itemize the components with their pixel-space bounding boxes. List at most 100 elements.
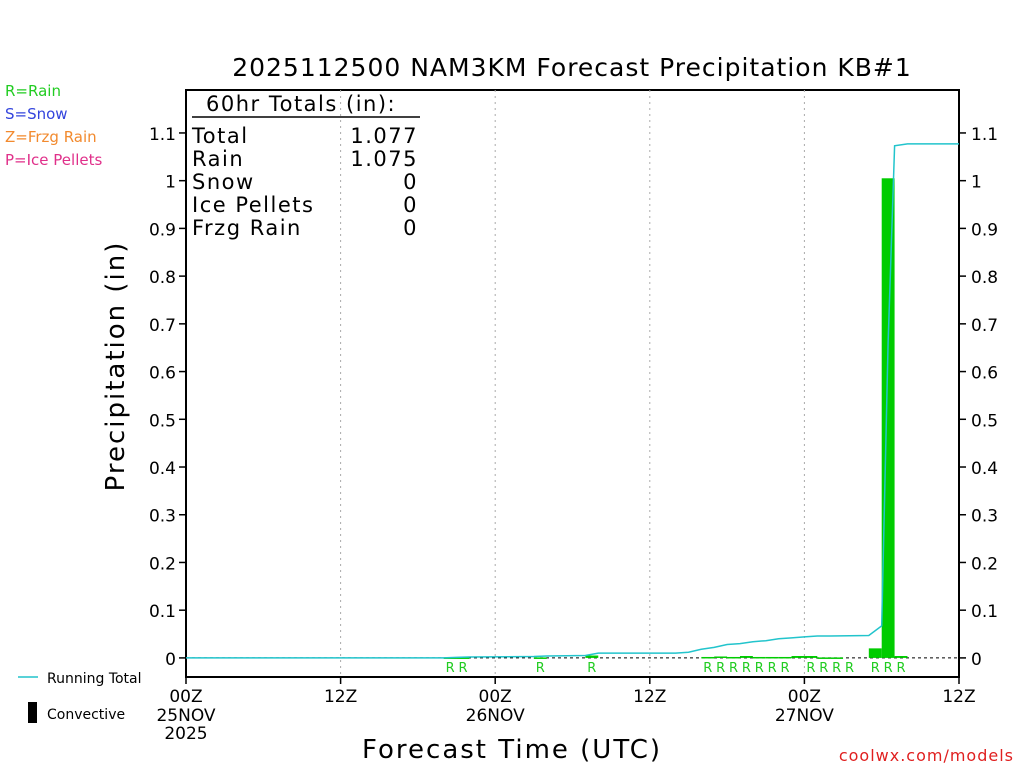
precip-bar (817, 657, 831, 659)
totals-heading: 60hr Totals (in): (206, 92, 396, 116)
precip-bar (739, 656, 753, 658)
x-tick-year: 2025 (164, 724, 207, 744)
totals-row-value: 1.075 (350, 147, 418, 171)
y-tick-label-left: 0.1 (149, 602, 176, 622)
precip-bar (830, 657, 844, 659)
precip-type-legend-item: S=Snow (5, 105, 68, 123)
totals-row-label: Snow (192, 170, 255, 194)
rain-marker: R (729, 661, 738, 676)
precip-bar (752, 656, 766, 659)
y-tick-label-right: 0.8 (971, 268, 998, 288)
rain-marker: R (716, 661, 725, 676)
rain-marker: R (587, 661, 596, 676)
y-tick-label-left: 0.5 (149, 411, 176, 431)
y-tick-label-right: 0.2 (971, 554, 998, 574)
x-tick-label: 00Z (169, 687, 202, 707)
convective-legend-label: Convective (47, 707, 125, 723)
rain-marker: R (832, 661, 841, 676)
rain-marker: R (755, 661, 764, 676)
y-tick-label-right: 0.7 (971, 316, 998, 336)
y-tick-label-left: 1 (165, 173, 176, 193)
precip-bar (778, 656, 792, 659)
precip-type-legend: R=Rain S=Snow Z=Frzg Rain P=Ice Pellets (5, 82, 102, 169)
precip-bar (894, 656, 908, 658)
rain-marker: R (446, 661, 455, 676)
x-tick-date: 25NOV (156, 706, 215, 726)
precip-bar (533, 657, 547, 659)
y-tick-label-left: 0.2 (149, 554, 176, 574)
y-axis-left: 0 0.1 0.2 0.3 0.4 0.5 0.6 0.7 0.8 0.9 1 1.1 (149, 125, 186, 670)
rain-marker: R (897, 661, 906, 676)
running-total-legend-label: Running Total (47, 671, 142, 687)
totals-row-value: 0 (403, 193, 418, 217)
bottom-legend: Running Total Convective (18, 671, 142, 723)
y-tick-label-left: 0.6 (149, 364, 176, 384)
precip-bar (765, 656, 779, 659)
totals-row-label: Frzg Rain (192, 216, 302, 240)
totals-row-label: Ice Pellets (192, 193, 314, 217)
y-axis-right: 0 0.1 0.2 0.3 0.4 0.5 0.6 0.7 0.8 0.9 1 1.1 (959, 125, 998, 670)
x-tick-label: 12Z (942, 687, 975, 707)
y-tick-label-left: 0.3 (149, 507, 176, 527)
rain-marker: R (871, 661, 880, 676)
totals-row-value: 0 (403, 216, 418, 240)
y-tick-label-right: 0.4 (971, 459, 998, 479)
x-tick-label: 12Z (633, 687, 666, 707)
y-tick-label-right: 0.1 (971, 602, 998, 622)
precip-bar (456, 657, 470, 659)
rain-marker: R (536, 661, 545, 676)
plot-frame (185, 89, 960, 678)
y-tick-label-right: 0.9 (971, 220, 998, 240)
gridlines (340, 90, 805, 677)
rain-marker: R (781, 661, 790, 676)
y-tick-label-right: 1 (971, 173, 982, 193)
x-tick-label: 12Z (324, 687, 357, 707)
rain-marker: R (742, 661, 751, 676)
y-tick-label-left: 0.8 (149, 268, 176, 288)
convective-legend-swatch (28, 702, 37, 723)
rain-marker: R (845, 661, 854, 676)
rain-marker: R (806, 661, 815, 676)
x-tick-label: 00Z (479, 687, 512, 707)
x-axis-title: Forecast Time (UTC) (362, 735, 662, 765)
x-tick-date: 26NOV (466, 706, 525, 726)
precip-type-legend-item: R=Rain (5, 82, 61, 100)
running-total-series (186, 143, 959, 659)
y-tick-label-left: 0.4 (149, 459, 176, 479)
y-tick-label-left: 0 (165, 650, 176, 670)
precip-bar (881, 178, 895, 658)
y-tick-label-left: 0.7 (149, 316, 176, 336)
totals-row-value: 0 (403, 170, 418, 194)
precip-bar (868, 648, 882, 658)
precip-bars (443, 178, 908, 659)
chart-title: 2025112500 NAM3KM Forecast Precipitation… (232, 53, 912, 82)
rain-marker: R (884, 661, 893, 676)
x-tick-label: 00Z (788, 687, 821, 707)
rain-marker: R (768, 661, 777, 676)
y-tick-label-right: 0 (971, 650, 982, 670)
rain-marker: R (703, 661, 712, 676)
totals-rows: Total 1.077 Rain 1.075 Snow 0 Ice Pellets 0 Frzg… (191, 124, 418, 240)
totals-box: 60hr Totals (in): Total 1.077 Rain 1.075 Sno… (191, 92, 420, 240)
y-tick-label-right: 0.3 (971, 507, 998, 527)
y-tick-label-right: 0.5 (971, 411, 998, 431)
precip-bar (714, 656, 728, 658)
precip-type-legend-item: Z=Frzg Rain (5, 128, 97, 146)
y-tick-label-left: 1.1 (149, 125, 176, 145)
precip-bar (585, 655, 599, 658)
totals-row-value: 1.077 (350, 124, 418, 148)
precip-type-legend-item: P=Ice Pellets (5, 151, 102, 169)
precip-bar (791, 656, 805, 658)
y-tick-label-left: 0.9 (149, 220, 176, 240)
precip-bar (804, 656, 818, 658)
precip-bar (727, 656, 740, 659)
rain-marker: R (458, 661, 467, 676)
credit-text: coolwx.com/models (839, 746, 1014, 765)
y-tick-label-right: 1.1 (971, 125, 998, 145)
x-tick-date: 27NOV (775, 706, 834, 726)
running-total-line (186, 143, 959, 659)
precip-bar (701, 656, 715, 659)
